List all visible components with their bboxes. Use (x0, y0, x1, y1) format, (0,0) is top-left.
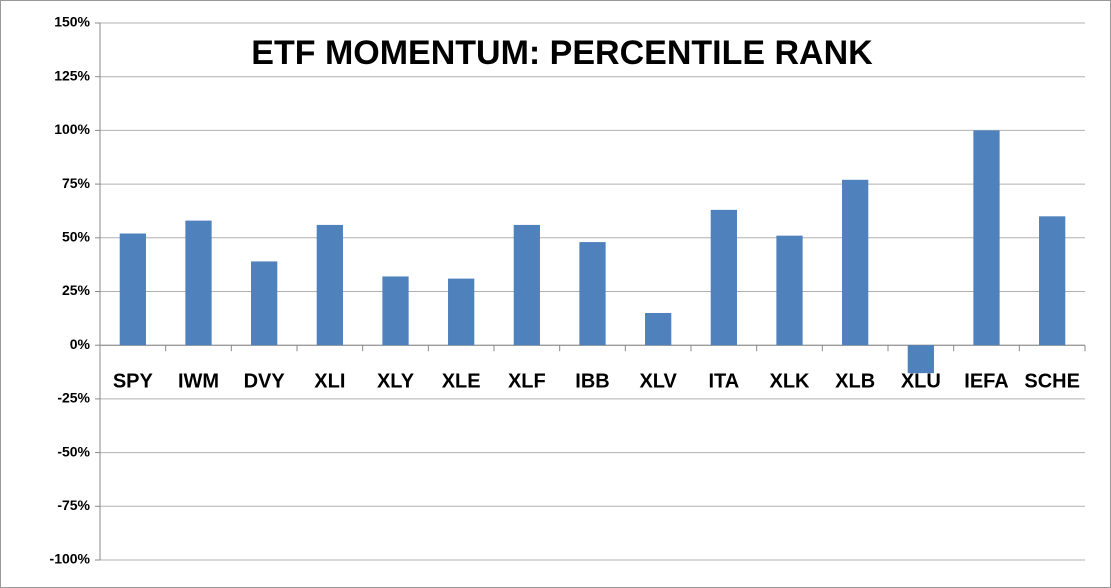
y-tick-label: 0% (70, 336, 91, 352)
x-tick-label: XLK (770, 370, 811, 392)
x-tick-label: XLE (442, 370, 481, 392)
x-tick-label: IBB (575, 370, 609, 392)
bar (842, 179, 869, 346)
y-tick-label: -100% (50, 551, 91, 567)
y-tick-label: 100% (54, 121, 90, 137)
x-tick-label: XLI (314, 370, 345, 392)
y-tick-label: 150% (54, 14, 90, 30)
y-tick-label: 75% (62, 175, 91, 191)
y-tick-label: -25% (57, 390, 90, 406)
x-tick-label: XLY (377, 370, 415, 392)
x-tick-label: XLB (835, 370, 875, 392)
x-tick-label: XLV (639, 370, 677, 392)
y-tick-label: 50% (62, 229, 91, 245)
bar (776, 235, 803, 346)
y-tick-label: -75% (57, 497, 90, 513)
bar (185, 220, 212, 346)
bar (645, 312, 672, 346)
x-tick-label: ITA (708, 370, 739, 392)
bar (251, 261, 278, 346)
y-tick-label: 25% (62, 282, 91, 298)
x-tick-label: IWM (178, 370, 219, 392)
bar (316, 224, 343, 346)
x-tick-label: SPY (113, 370, 154, 392)
chart-title: ETF MOMENTUM: PERCENTILE RANK (251, 34, 873, 72)
x-tick-label: DVY (244, 370, 286, 392)
x-tick-label: SCHE (1024, 370, 1080, 392)
y-tick-label: -50% (57, 443, 90, 459)
bar (513, 224, 540, 346)
x-tick-label: XLF (508, 370, 546, 392)
bar (448, 278, 475, 346)
x-tick-label: IEFA (964, 370, 1008, 392)
bar (382, 276, 409, 346)
x-tick-label: XLU (901, 370, 941, 392)
bar (973, 130, 1000, 346)
bar (710, 209, 737, 346)
bar (579, 242, 606, 346)
bar (1039, 216, 1066, 346)
bar (119, 233, 146, 346)
y-tick-label: 125% (54, 67, 90, 83)
bar (907, 345, 934, 374)
